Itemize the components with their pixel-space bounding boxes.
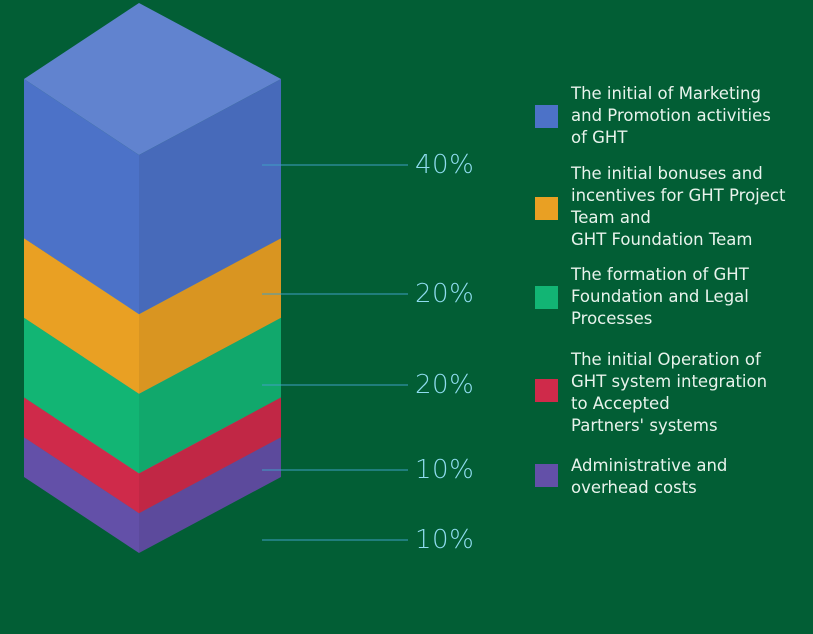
percent-label: 20% <box>415 279 475 309</box>
legend-swatch <box>535 286 558 309</box>
legend-swatch <box>535 105 558 128</box>
percent-label: 40% <box>415 150 475 180</box>
legend-swatch <box>535 379 558 402</box>
block-left-face <box>24 397 139 514</box>
block-right-face <box>139 238 281 394</box>
block-right-face <box>139 437 281 553</box>
percent-label: 20% <box>415 370 475 400</box>
legend-label: Administrative and overhead costs <box>571 456 728 497</box>
block-top-face <box>24 3 281 155</box>
legend-swatch <box>535 464 558 487</box>
block-right-face <box>139 79 281 315</box>
legend-label: The initial Operation of GHT system inte… <box>571 350 768 435</box>
legend-swatch <box>535 197 558 220</box>
percent-label: 10% <box>415 455 475 485</box>
block-right-face <box>139 397 281 514</box>
block-left-face <box>24 317 139 474</box>
percent-label: 10% <box>415 525 475 555</box>
legend-label: The formation of GHT Foundation and Lega… <box>571 265 749 328</box>
legend-label: The initial of Marketing and Promotion a… <box>571 84 771 147</box>
block-right-face <box>139 317 281 474</box>
block-left-face <box>24 238 139 394</box>
legend-label: The initial bonuses and incentives for G… <box>571 164 786 249</box>
block-left-face <box>24 437 139 553</box>
block-left-face <box>24 79 139 315</box>
